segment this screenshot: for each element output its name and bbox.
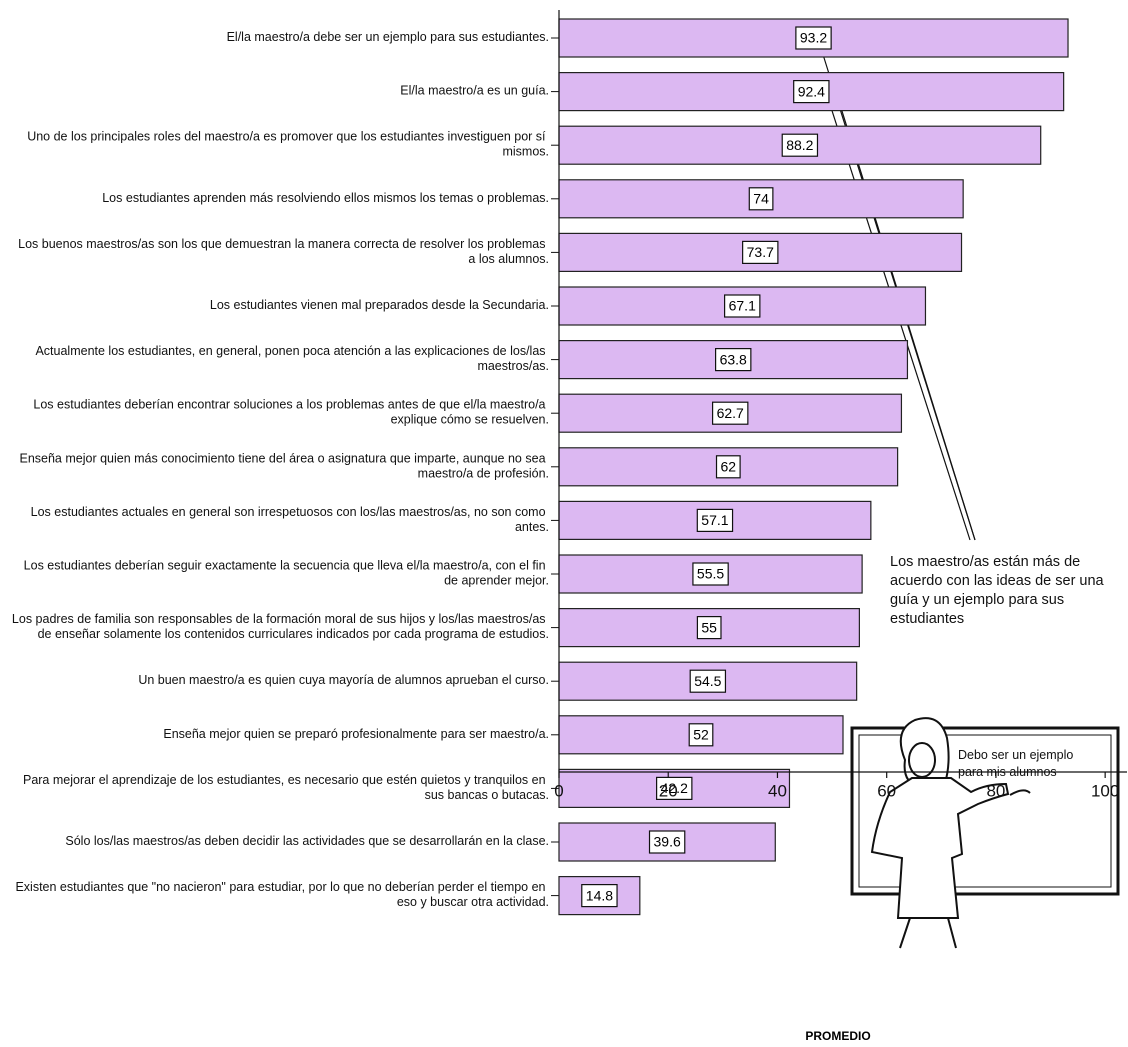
value-label-box	[692, 562, 729, 586]
annotation: Los maestro/as están más de acuerdo con …	[890, 554, 1108, 627]
value-label-box	[714, 348, 752, 372]
y-tick-label: Los estudiantes deberían seguir exactame…	[24, 559, 549, 588]
y-tick-label: Los estudiantes aprenden más resolviendo…	[102, 191, 549, 205]
bar	[558, 822, 776, 862]
speech-text: Debo ser un ejemplo para mis alumnos	[958, 748, 1077, 779]
y-tick-label: Uno de los principales roles del maestro…	[27, 130, 549, 159]
value-label: 62.7	[717, 405, 744, 421]
illustration	[850, 717, 1120, 949]
value-label-box	[793, 79, 830, 104]
value-label-box	[781, 133, 819, 157]
y-tick-label: Los estudiantes actuales en general son …	[31, 505, 549, 534]
y-tick-label: El/la maestro/a es un guía.	[400, 84, 549, 98]
value-label-box	[715, 455, 741, 479]
y-tick-label: El/la maestro/a debe ser un ejemplo para…	[227, 30, 549, 44]
y-tick-label: Los padres de familia son responsables d…	[12, 612, 549, 641]
board	[850, 726, 1120, 896]
value-label: 92.4	[798, 83, 825, 99]
value-label: 39.6	[654, 834, 681, 850]
value-label-box	[711, 401, 749, 425]
value-label-box	[656, 776, 693, 801]
y-tick-label: Un buen maestro/a es quien cuya mayoría …	[138, 673, 549, 687]
value-label: 57.1	[701, 512, 728, 528]
value-label-box	[742, 240, 779, 264]
value-label: 74	[753, 191, 769, 207]
x-tick-label: 80	[986, 781, 1005, 800]
value-label-box	[696, 508, 734, 532]
value-label: 62	[721, 459, 737, 475]
y-tick-label: Los estudiantes deberían encontrar soluc…	[33, 398, 549, 427]
y-tick-label: Actualmente los estudiantes, en general,…	[35, 344, 549, 373]
y-tick-label: Enseña mejor quien se preparó profesiona…	[163, 727, 549, 741]
value-label: 93.2	[800, 30, 827, 46]
value-label-box	[648, 830, 686, 854]
value-label: 88.2	[786, 137, 813, 153]
hand	[1009, 789, 1031, 796]
value-label: 14.8	[586, 887, 613, 903]
value-label: 54.5	[694, 673, 721, 689]
value-label: 52	[693, 727, 709, 743]
value-label-box	[689, 669, 727, 693]
x-axis-title: PROMEDIO	[805, 1029, 870, 1043]
x-tick-label: 0	[554, 781, 563, 800]
x-tick-label: 100	[1091, 781, 1119, 800]
value-label: 55	[701, 619, 717, 635]
value-label: 67.1	[729, 298, 756, 314]
y-tick-label: Enseña mejor quien más conocimiento tien…	[19, 452, 549, 481]
value-label-box	[688, 723, 714, 747]
value-label-box	[696, 615, 722, 640]
body	[870, 777, 1010, 919]
legs	[899, 917, 957, 949]
y-tick-label: Sólo los/las maestros/as deben decidir l…	[65, 834, 549, 848]
value-label: 63.8	[720, 351, 747, 367]
bar	[558, 447, 899, 487]
value-label-box	[724, 294, 761, 318]
board-inner	[858, 734, 1112, 888]
value-label-box	[581, 883, 618, 908]
y-tick-label: Los buenos maestros/as son los que demue…	[18, 237, 549, 266]
value-label-box	[795, 26, 832, 50]
y-tick-label: Para mejorar el aprendizaje de los estud…	[23, 773, 549, 802]
x-tick-label: 60	[877, 781, 896, 800]
y-tick-label: Existen estudiantes que "no nacieron" pa…	[15, 880, 549, 909]
x-tick-label: 40	[768, 781, 787, 800]
y-tick-label: Los estudiantes vienen mal preparados de…	[210, 298, 549, 312]
x-tick-label: 20	[659, 781, 678, 800]
value-label-box	[748, 187, 774, 211]
value-label: 55.5	[697, 566, 724, 582]
value-label: 42.2	[661, 780, 688, 796]
value-label: 73.7	[747, 244, 774, 260]
